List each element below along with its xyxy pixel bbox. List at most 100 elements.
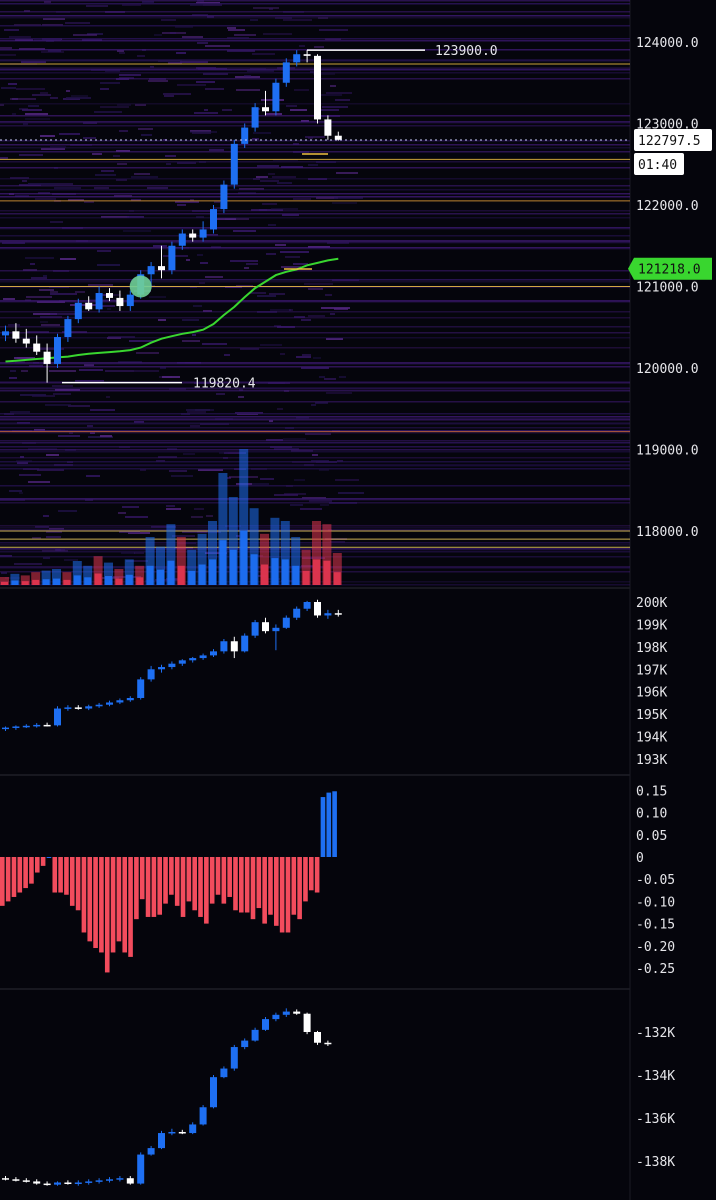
volume-bar-inner (323, 560, 331, 585)
heatmap-cell (319, 469, 329, 471)
heatmap-band (0, 387, 630, 389)
candle-body (241, 127, 249, 144)
heatmap-cell (9, 490, 22, 492)
heatmap-cell (123, 230, 151, 232)
heatmap-cell (336, 172, 358, 174)
histogram-bar (239, 857, 244, 913)
heatmap-cell (308, 178, 327, 180)
candle-body (324, 613, 332, 616)
histogram-bar (64, 857, 69, 895)
heatmap-band (0, 3, 630, 5)
histogram-bar (308, 857, 314, 891)
histogram-bar (99, 857, 104, 953)
heatmap-cell (294, 89, 309, 91)
histogram-bar (93, 857, 98, 949)
heatmap-cell (94, 111, 122, 113)
heatmap-cell (286, 105, 297, 107)
heatmap-cell (214, 207, 221, 209)
heatmap-cell (166, 505, 175, 507)
heatmap-cell (79, 369, 103, 371)
heatmap-cell (304, 464, 314, 466)
heatmap-cell (228, 29, 245, 31)
volume-bar-inner (73, 575, 81, 585)
histogram-bar (209, 857, 215, 904)
heatmap-cell (41, 51, 64, 53)
heatmap-cell (170, 32, 176, 34)
y-axis-tick-label: -132K (636, 1026, 675, 1041)
candle-body (334, 613, 342, 615)
heatmap-cell (203, 4, 222, 6)
heatmap-cell (325, 294, 332, 296)
heatmap-cell (19, 492, 23, 494)
volume-bar-inner (198, 564, 206, 585)
heatmap-band (0, 300, 630, 302)
heatmap-band (0, 446, 630, 448)
heatmap-cell (233, 230, 256, 232)
candle-body (230, 641, 238, 652)
heatmap-cell (280, 353, 285, 355)
candle-body (282, 617, 290, 628)
heatmap-band (0, 498, 630, 500)
volume-bar-inner (177, 565, 185, 585)
heatmap-cell (129, 210, 134, 212)
heatmap-band (0, 446, 630, 448)
histogram-bar (122, 857, 128, 953)
candle-body (158, 1133, 165, 1149)
heatmap-cell (270, 446, 292, 448)
y-axis-tick-label: -136K (636, 1112, 675, 1127)
y-axis-tick-label: -138K (636, 1155, 675, 1170)
heatmap-cell (246, 263, 258, 265)
y-axis-panel-2: 200K 199K 198K 197K 196K 195K 194K 193K (636, 596, 667, 768)
heatmap-cell (225, 218, 249, 220)
heatmap-cell (290, 109, 307, 111)
heatmap-cell (304, 283, 333, 285)
heatmap-cell (46, 531, 62, 533)
heatmap-band (0, 301, 630, 303)
y-axis-tick-label: -0.15 (636, 918, 675, 933)
heatmap-cell (25, 118, 50, 120)
candle-body (64, 1182, 72, 1184)
histogram-bar (332, 791, 337, 857)
heatmap-cell (140, 469, 146, 471)
heatmap-cell (224, 354, 230, 356)
heatmap-cell (166, 163, 171, 165)
histogram-bar (110, 857, 116, 953)
candle-body (54, 1182, 61, 1185)
volume-bar-inner (229, 549, 237, 585)
volume-bar (228, 497, 238, 585)
heatmap-band (0, 213, 630, 215)
high-annotation-label: 123900.0 (435, 44, 498, 59)
heatmap-band (0, 468, 630, 470)
heatmap-band (0, 279, 630, 281)
heatmap-cell (50, 146, 66, 148)
volume-bar (62, 572, 72, 585)
heatmap-cell (257, 295, 276, 297)
y-axis-tick-label: -0.05 (636, 873, 675, 888)
heatmap-cell (95, 174, 116, 176)
heatmap-cell (35, 198, 56, 200)
heatmap-band (0, 442, 630, 444)
heatmap-cell (319, 29, 348, 31)
heatmap-cell (137, 55, 145, 57)
heatmap-cell (204, 109, 208, 111)
volume-bar-inner (84, 577, 92, 585)
heatmap-cell (105, 370, 134, 372)
heatmap-cell (186, 409, 210, 411)
heatmap-cell (180, 61, 208, 63)
heatmap-cell (192, 132, 211, 134)
heatmap-cell (12, 113, 16, 115)
candle-body (85, 1181, 93, 1183)
heatmap-cell (43, 515, 49, 517)
heatmap-cell (277, 182, 292, 184)
heatmap-cell (260, 180, 279, 182)
heatmap-cell (326, 338, 343, 340)
heatmap-cell (301, 367, 329, 369)
heatmap-cell (75, 291, 85, 293)
candle-body (126, 1178, 134, 1184)
heatmap-cell (238, 396, 244, 398)
heatmap-band (0, 125, 630, 127)
heatmap-cell (314, 94, 342, 96)
heatmap-cell (270, 309, 291, 311)
heatmap-cell (9, 377, 17, 379)
